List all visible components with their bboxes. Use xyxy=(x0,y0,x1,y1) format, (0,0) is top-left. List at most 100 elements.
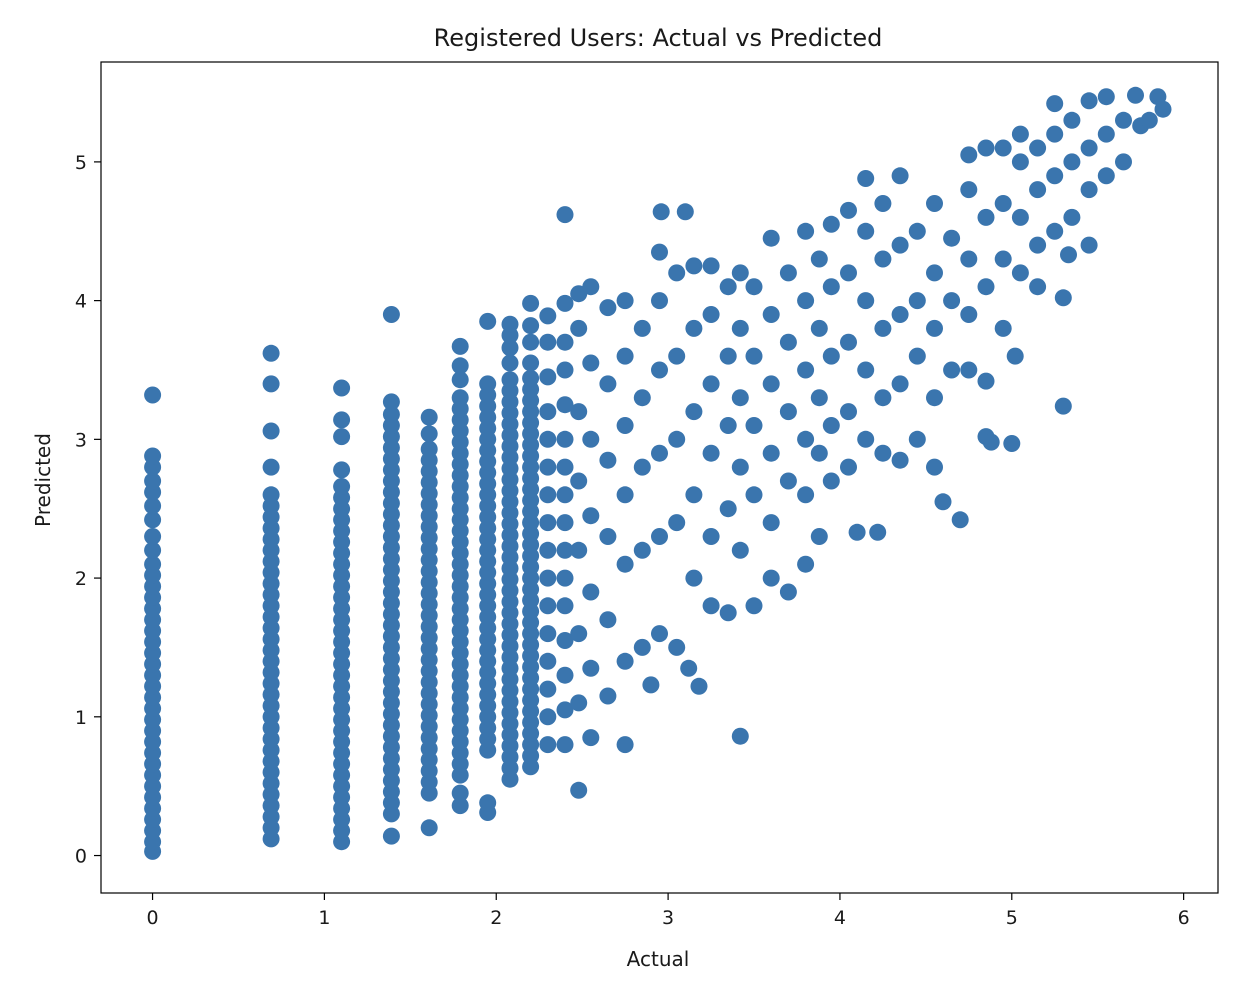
scatter-point xyxy=(556,632,574,649)
scatter-point xyxy=(651,625,668,643)
scatter-point xyxy=(702,528,720,545)
scatter-point xyxy=(685,257,703,275)
scatter-point xyxy=(762,306,780,323)
scatter-point xyxy=(556,486,574,504)
scatter-point xyxy=(556,541,574,559)
scatter-point xyxy=(731,458,749,476)
scatter-point xyxy=(857,292,875,310)
scatter-point xyxy=(731,319,749,337)
scatter-point xyxy=(1080,181,1098,199)
scatter-point xyxy=(891,451,909,469)
scatter-point xyxy=(994,250,1012,268)
scatter-point xyxy=(982,433,1000,451)
scatter-point xyxy=(556,701,574,719)
scatter-point xyxy=(797,430,815,448)
scatter-point xyxy=(891,375,909,393)
y-tick-label: 3 xyxy=(75,429,87,451)
scatter-point xyxy=(144,541,162,559)
y-tick-label: 1 xyxy=(75,707,87,729)
scatter-point xyxy=(570,472,588,490)
scatter-point xyxy=(1097,167,1115,185)
scatter-point xyxy=(651,444,668,462)
scatter-point xyxy=(731,389,749,407)
scatter-point xyxy=(840,201,857,219)
scatter-point xyxy=(539,680,557,698)
scatter-point xyxy=(745,417,763,434)
scatter-point xyxy=(702,597,720,615)
scatter-point xyxy=(501,315,519,333)
scatter-point xyxy=(874,195,892,212)
scatter-point xyxy=(599,451,617,469)
scatter-point xyxy=(926,389,943,407)
scatter-point xyxy=(651,361,668,379)
scatter-point xyxy=(556,569,574,587)
scatter-point xyxy=(1011,153,1029,171)
scatter-point xyxy=(977,278,995,296)
scatter-point xyxy=(451,357,469,375)
scatter-point xyxy=(522,354,540,372)
scatter-point xyxy=(599,687,617,705)
scatter-point xyxy=(451,389,469,407)
scatter-point xyxy=(539,652,557,670)
scatter-point xyxy=(810,389,828,407)
scatter-point xyxy=(556,514,574,532)
scatter-point xyxy=(951,511,969,529)
scatter-point xyxy=(822,215,840,233)
scatter-point xyxy=(762,444,780,462)
scatter-point xyxy=(908,292,926,310)
scatter-point xyxy=(1063,208,1081,226)
scatter-point xyxy=(719,278,737,296)
scatter-point xyxy=(685,319,703,337)
scatter-point xyxy=(874,250,892,268)
scatter-point xyxy=(676,203,694,221)
scatter-point xyxy=(1011,264,1029,282)
scatter-point xyxy=(1063,111,1081,129)
scatter-point xyxy=(891,167,909,185)
scatter-point xyxy=(262,422,280,440)
scatter-point xyxy=(994,319,1012,337)
scatter-point xyxy=(144,528,162,545)
scatter-point xyxy=(822,417,840,434)
scatter-point xyxy=(616,736,634,754)
scatter-point xyxy=(144,497,162,515)
scatter-point xyxy=(869,523,887,541)
scatter-point xyxy=(420,425,438,443)
scatter-point xyxy=(857,170,875,187)
y-tick-label: 2 xyxy=(75,568,87,590)
scatter-point xyxy=(719,347,737,365)
chart-title: Registered Users: Actual vs Predicted xyxy=(434,24,883,52)
scatter-point xyxy=(1003,435,1021,452)
scatter-point xyxy=(616,292,634,310)
scatter-point xyxy=(1097,125,1115,143)
scatter-point xyxy=(262,486,280,504)
scatter-point xyxy=(522,317,540,335)
scatter-point xyxy=(977,139,995,157)
scatter-point xyxy=(891,306,909,323)
scatter-point xyxy=(599,375,617,393)
scatter-point xyxy=(797,222,815,240)
scatter-point xyxy=(1080,92,1098,110)
scatter-point xyxy=(797,361,815,379)
scatter-point xyxy=(762,375,780,393)
scatter-point xyxy=(926,195,943,212)
scatter-point xyxy=(599,299,617,317)
scatter-point xyxy=(680,659,698,677)
scatter-point xyxy=(539,541,557,559)
plot-frame xyxy=(100,61,1219,894)
scatter-point xyxy=(1154,100,1172,118)
scatter-point xyxy=(539,514,557,532)
scatter-point xyxy=(633,389,651,407)
y-axis: 0 1 2 3 4 5 xyxy=(75,152,101,868)
scatter-point xyxy=(539,368,557,386)
scatter-point xyxy=(570,625,588,643)
scatter-point xyxy=(668,638,686,656)
scatter-point xyxy=(1060,246,1077,264)
scatter-point xyxy=(539,430,557,448)
scatter-point xyxy=(479,312,497,330)
scatter-point xyxy=(719,500,737,518)
scatter-point xyxy=(382,827,400,845)
scatter-point xyxy=(1029,236,1047,254)
scatter-point xyxy=(556,333,574,351)
scatter-point xyxy=(810,528,828,545)
